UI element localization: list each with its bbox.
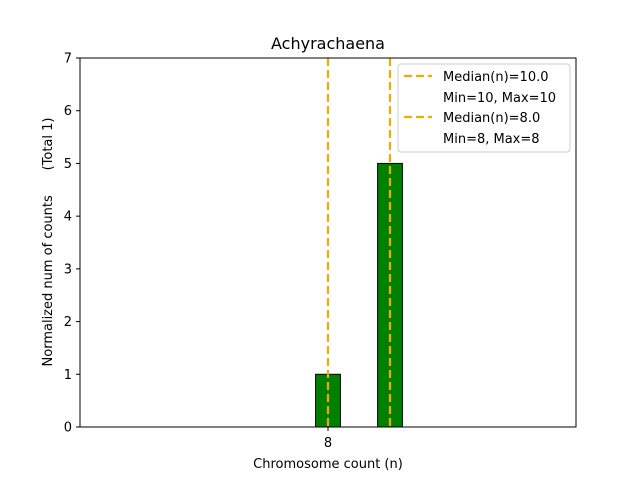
y-tick-label: 4 bbox=[64, 210, 72, 225]
x-axis: 8 bbox=[324, 427, 332, 451]
y-axis-label: Normalized num of counts (Total 1) bbox=[41, 118, 56, 367]
y-tick-label: 0 bbox=[64, 421, 72, 436]
legend-box bbox=[397, 63, 571, 153]
legend-label: Median(n)=10.0 bbox=[443, 70, 549, 85]
y-tick-label: 6 bbox=[64, 104, 72, 119]
y-tick-label: 1 bbox=[64, 368, 72, 383]
legend-label: Median(n)=8.0 bbox=[443, 111, 540, 126]
y-axis: 0 1 2 3 4 5 6 7 bbox=[64, 52, 80, 436]
chart-title: Achyrachaena bbox=[271, 34, 385, 53]
y-tick-label: 7 bbox=[64, 52, 72, 67]
y-tick-label: 2 bbox=[64, 315, 72, 330]
x-axis-label: Chromosome count (n) bbox=[253, 457, 403, 472]
x-tick-label: 8 bbox=[324, 436, 332, 451]
legend-sublabel: Min=8, Max=8 bbox=[443, 132, 540, 147]
y-tick-label: 3 bbox=[64, 262, 72, 277]
legend-sublabel: Min=10, Max=10 bbox=[443, 91, 556, 106]
y-tick-label: 5 bbox=[64, 157, 72, 172]
legend: Median(n)=10.0 Min=10, Max=10 Median(n)=8.… bbox=[397, 63, 571, 153]
